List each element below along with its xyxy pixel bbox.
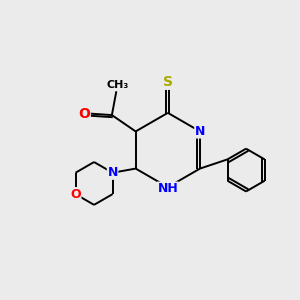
Text: N: N xyxy=(195,125,205,138)
Text: O: O xyxy=(70,188,81,201)
Text: N: N xyxy=(107,166,118,179)
Text: CH₃: CH₃ xyxy=(106,80,128,90)
Text: O: O xyxy=(78,106,90,121)
Text: NH: NH xyxy=(158,182,178,195)
Text: S: S xyxy=(163,75,173,89)
